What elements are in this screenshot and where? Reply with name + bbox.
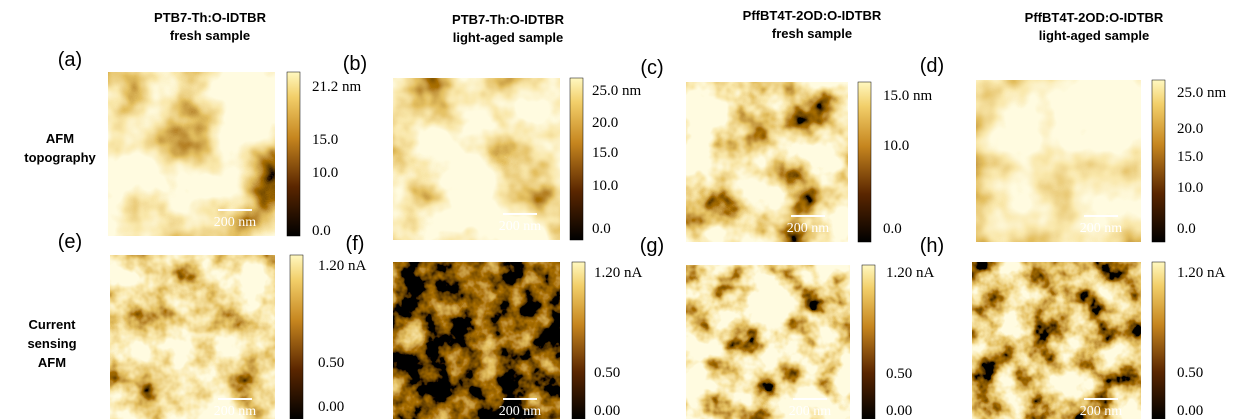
colorbar-label: 10.0 — [592, 178, 618, 194]
colorbar — [287, 72, 300, 236]
panel-letter: (g) — [640, 235, 664, 257]
row-label: topography — [24, 150, 96, 165]
afm-image — [686, 265, 850, 419]
panel-letter: (a) — [58, 49, 82, 71]
colorbar-label: 0.00 — [886, 403, 912, 419]
scale-bar-label: 200 nm — [787, 221, 830, 236]
colorbar-label: 20.0 — [1177, 121, 1203, 137]
afm-image — [686, 82, 848, 242]
colorbar-label: 10.0 — [312, 165, 338, 181]
scale-bar-label: 200 nm — [1080, 221, 1123, 236]
row-label: AFM — [38, 355, 66, 370]
colorbar-label: 0.0 — [1177, 221, 1196, 237]
colorbar — [862, 265, 875, 419]
column-title: PffBT4T-2OD:O-IDTBR — [1025, 10, 1164, 25]
colorbar — [572, 262, 585, 419]
colorbar-label: 0.50 — [594, 365, 620, 381]
panel-letter: (d) — [920, 55, 944, 77]
figure: PTB7-Th:O-IDTBR fresh sample PTB7-Th:O-IDT… — [0, 0, 1252, 419]
panel-letter: (c) — [640, 57, 663, 79]
column-title: PTB7-Th:O-IDTBR — [154, 10, 267, 25]
colorbar — [570, 78, 583, 240]
colorbar-label: 0.50 — [318, 355, 344, 371]
colorbar — [858, 82, 871, 242]
panel-letter: (e) — [58, 231, 82, 253]
scale-bar-label: 200 nm — [499, 219, 542, 234]
afm-image — [393, 78, 560, 240]
afm-image — [110, 255, 275, 419]
colorbar-label: 0.50 — [1177, 365, 1203, 381]
colorbar-label: 10.0 — [1177, 180, 1203, 196]
colorbar — [1152, 262, 1165, 419]
scale-bar-label: 200 nm — [789, 404, 832, 419]
column-subtitle: fresh sample — [772, 26, 852, 41]
colorbar-label: 20.0 — [592, 115, 618, 131]
colorbar-label: 0.0 — [883, 221, 902, 237]
scale-bar-label: 200 nm — [214, 215, 257, 230]
afm-image — [976, 80, 1141, 242]
panel-letter: (f) — [346, 233, 365, 255]
column-title: PffBT4T-2OD:O-IDTBR — [743, 8, 882, 23]
colorbar-label: 1.20 nA — [886, 265, 935, 281]
column-subtitle: light-aged sample — [1039, 28, 1150, 43]
afm-image — [972, 262, 1141, 419]
colorbar-label: 1.20 nA — [318, 258, 367, 274]
colorbar — [1152, 80, 1165, 242]
column-title: PTB7-Th:O-IDTBR — [452, 12, 565, 27]
scale-bar-label: 200 nm — [1080, 404, 1123, 419]
colorbar-label: 0.50 — [886, 366, 912, 382]
colorbar-label: 0.0 — [312, 223, 331, 239]
row-label: AFM — [46, 131, 74, 146]
column-subtitle: light-aged sample — [453, 30, 564, 45]
colorbar-label: 0.00 — [1177, 403, 1203, 419]
row-label: sensing — [27, 336, 76, 351]
panel-letter: (h) — [920, 235, 944, 257]
colorbar-label: 25.0 nm — [1177, 85, 1227, 101]
colorbar-label: 1.20 nA — [594, 265, 643, 281]
colorbar-label: 0.00 — [318, 399, 344, 415]
column-subtitle: fresh sample — [170, 28, 250, 43]
colorbar-label: 10.0 — [883, 138, 909, 154]
colorbar-label: 15.0 nm — [883, 88, 933, 104]
colorbar-label: 15.0 — [592, 145, 618, 161]
afm-image — [108, 72, 275, 236]
colorbar-label: 25.0 nm — [592, 83, 642, 99]
colorbar-label: 0.0 — [592, 221, 611, 237]
colorbar-label: 15.0 — [312, 132, 338, 148]
afm-image — [393, 262, 560, 419]
colorbar-label: 15.0 — [1177, 149, 1203, 165]
scale-bar-label: 200 nm — [499, 404, 542, 419]
colorbar-label: 0.00 — [594, 403, 620, 419]
colorbar-label: 21.2 nm — [312, 79, 362, 95]
colorbar — [290, 255, 303, 419]
panel-letter: (b) — [343, 53, 367, 75]
row-label: Current — [29, 317, 77, 332]
colorbar-label: 1.20 nA — [1177, 265, 1226, 281]
scale-bar-label: 200 nm — [214, 404, 257, 419]
